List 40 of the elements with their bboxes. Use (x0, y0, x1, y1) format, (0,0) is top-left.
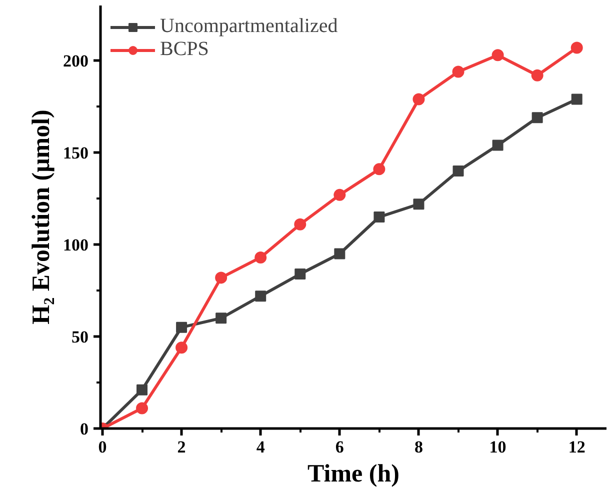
y-tick-label: 100 (63, 236, 88, 255)
legend-label: Uncompartmentalized (160, 15, 338, 38)
x-tick-label: 2 (177, 438, 186, 456)
y-tick-label: 0 (80, 420, 88, 438)
point (492, 140, 504, 151)
point (452, 66, 464, 78)
legend-label: BCPS (160, 38, 209, 61)
point (176, 342, 188, 354)
point (570, 42, 583, 54)
point (136, 402, 148, 414)
point (374, 212, 385, 222)
point (215, 272, 228, 284)
y-tick-label: 150 (63, 144, 88, 163)
point (334, 188, 346, 201)
point (531, 69, 544, 82)
x-tick-label: 6 (335, 438, 344, 456)
point (136, 384, 148, 396)
x-tick-label: 4 (256, 438, 266, 456)
point (294, 268, 306, 280)
y-tick-label: 50 (72, 328, 88, 347)
point (254, 251, 267, 264)
x-tick-label: 0 (98, 438, 107, 456)
point (532, 112, 543, 124)
point (176, 322, 188, 333)
x-tick-label: 12 (568, 438, 586, 456)
point (452, 166, 464, 177)
point (492, 49, 504, 62)
x-tick-label: 10 (489, 438, 506, 456)
point (334, 248, 346, 260)
point (216, 312, 227, 324)
point (413, 198, 424, 210)
x-tick-label: 8 (414, 438, 423, 456)
y-tick-label: 200 (63, 52, 88, 71)
point (571, 94, 582, 105)
point (255, 290, 266, 302)
point (294, 218, 306, 230)
point (373, 163, 386, 176)
y-axis-title: H₂ Evolution (μmol) (28, 110, 55, 324)
x-axis-title: Time (h) (308, 460, 400, 488)
point (412, 93, 425, 106)
